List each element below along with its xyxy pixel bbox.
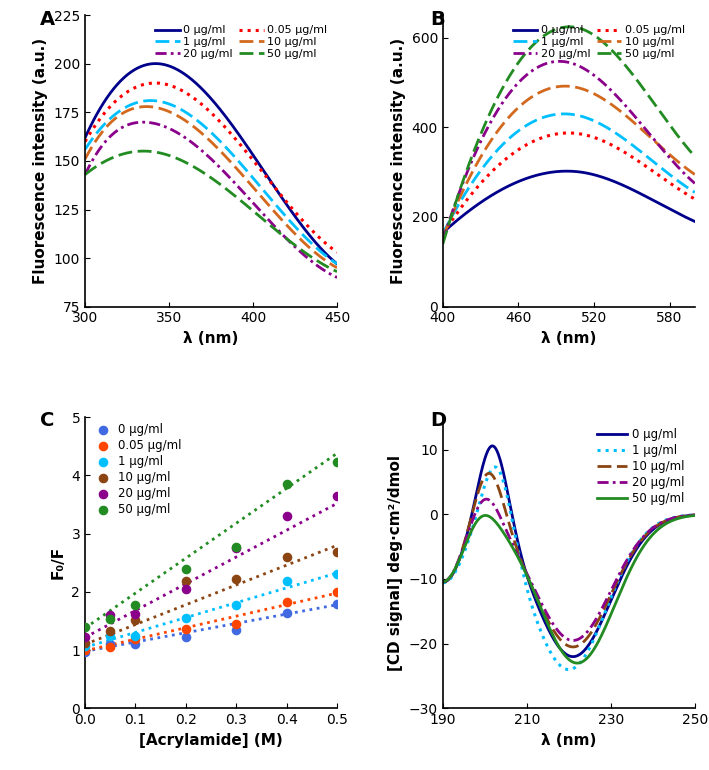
Point	[79, 644, 91, 656]
X-axis label: λ (nm): λ (nm)	[541, 331, 596, 346]
Point	[79, 639, 91, 651]
Point	[281, 510, 292, 522]
X-axis label: λ (nm): λ (nm)	[184, 331, 239, 346]
Point	[180, 575, 191, 588]
Point	[281, 596, 292, 608]
Legend: 0 μg/ml, 1 μg/ml, 10 μg/ml, 20 μg/ml, 50 μg/ml: 0 μg/ml, 1 μg/ml, 10 μg/ml, 20 μg/ml, 50…	[593, 424, 689, 510]
Point	[230, 624, 242, 636]
Point	[105, 613, 116, 625]
Point	[230, 618, 242, 630]
Point	[130, 614, 141, 626]
Legend: 0 μg/ml, 0.05 μg/ml, 1 μg/ml, 10 μg/ml, 20 μg/ml, 50 μg/ml: 0 μg/ml, 0.05 μg/ml, 1 μg/ml, 10 μg/ml, …	[91, 424, 182, 516]
Legend: 0 μg/ml, 1 μg/ml, 20 μg/ml, 0.05 μg/ml, 10 μg/ml, 50 μg/ml: 0 μg/ml, 1 μg/ml, 20 μg/ml, 0.05 μg/ml, …	[150, 21, 332, 63]
Y-axis label: Fluorescence intensity (a.u.): Fluorescence intensity (a.u.)	[391, 38, 406, 284]
Point	[105, 609, 116, 621]
Point	[130, 638, 141, 651]
Point	[130, 632, 141, 644]
Point	[331, 586, 342, 598]
Point	[230, 541, 242, 553]
Point	[331, 568, 342, 581]
Point	[130, 598, 141, 611]
X-axis label: [Acrylamide] (M): [Acrylamide] (M)	[139, 733, 283, 748]
Y-axis label: Fluorescence intensity (a.u.): Fluorescence intensity (a.u.)	[33, 38, 48, 284]
Point	[281, 478, 292, 490]
Point	[230, 573, 242, 585]
Point	[281, 608, 292, 620]
Point	[130, 629, 141, 641]
Point	[180, 562, 191, 574]
Point	[79, 621, 91, 633]
X-axis label: λ (nm): λ (nm)	[541, 733, 596, 748]
Y-axis label: F₀/F: F₀/F	[51, 546, 66, 579]
Point	[79, 646, 91, 658]
Point	[331, 456, 342, 468]
Point	[331, 598, 342, 610]
Point	[79, 637, 91, 649]
Point	[79, 631, 91, 644]
Point	[180, 622, 191, 634]
Text: A: A	[40, 9, 55, 28]
Point	[180, 612, 191, 624]
Y-axis label: [CD signal] deg·cm²/dmol: [CD signal] deg·cm²/dmol	[389, 455, 403, 671]
Point	[281, 551, 292, 563]
Point	[331, 546, 342, 558]
Point	[130, 608, 141, 620]
Point	[105, 629, 116, 641]
Point	[230, 599, 242, 611]
Point	[180, 631, 191, 644]
Text: C: C	[40, 411, 54, 430]
Legend: 0 μg/ml, 1 μg/ml, 20 μg/ml, 0.05 μg/ml, 10 μg/ml, 50 μg/ml: 0 μg/ml, 1 μg/ml, 20 μg/ml, 0.05 μg/ml, …	[508, 21, 689, 63]
Point	[230, 542, 242, 554]
Point	[180, 583, 191, 595]
Point	[331, 490, 342, 502]
Point	[105, 624, 116, 637]
Point	[105, 638, 116, 650]
Text: B: B	[430, 9, 445, 28]
Point	[105, 641, 116, 654]
Text: D: D	[430, 411, 447, 430]
Point	[281, 575, 292, 588]
